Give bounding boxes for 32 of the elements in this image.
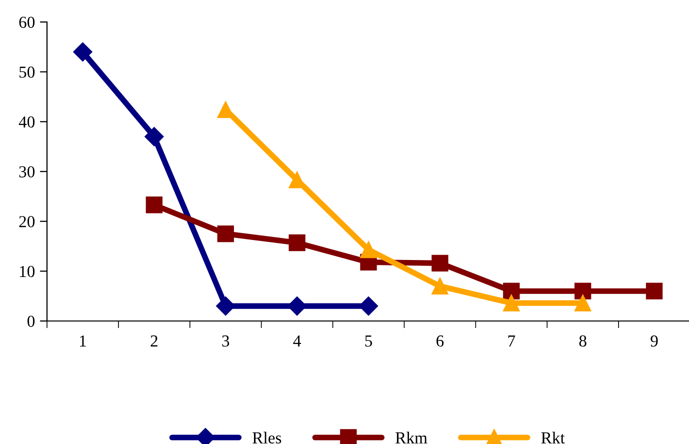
- point: [432, 254, 448, 272]
- point: [574, 282, 592, 300]
- point: [73, 42, 92, 62]
- x-tick-label: 8: [579, 335, 586, 347]
- y-tick-label: 50: [19, 66, 35, 78]
- x-tick-label: 6: [436, 335, 444, 347]
- x-tick-label: 3: [222, 335, 230, 347]
- point: [144, 127, 164, 146]
- point: [574, 294, 592, 312]
- point: [360, 241, 377, 258]
- legend-label: Rkt: [541, 432, 565, 444]
- y-tick-label: 10: [20, 266, 35, 278]
- point: [646, 282, 663, 300]
- point: [288, 234, 306, 252]
- y-tick-label: 0: [27, 316, 35, 327]
- y-tick-label: 20: [19, 216, 35, 228]
- y-tick-label: 40: [18, 116, 35, 128]
- x-tick-label: 5: [365, 336, 372, 347]
- point: [146, 196, 162, 214]
- point: [503, 294, 520, 312]
- y-tick-label: 60: [19, 16, 35, 28]
- x-tick-label: 2: [150, 335, 158, 346]
- point: [217, 225, 234, 242]
- legend-label: Rkm: [396, 432, 428, 444]
- y-tick-label: 30: [19, 166, 35, 178]
- x-tick-label: 1: [80, 335, 86, 346]
- x-tick-label: 4: [293, 335, 301, 346]
- point: [432, 278, 448, 294]
- x-tick-label: 9: [650, 335, 658, 347]
- point: [503, 282, 520, 300]
- x-tick-label: 7: [508, 336, 516, 346]
- legend-label: Rles: [252, 432, 282, 444]
